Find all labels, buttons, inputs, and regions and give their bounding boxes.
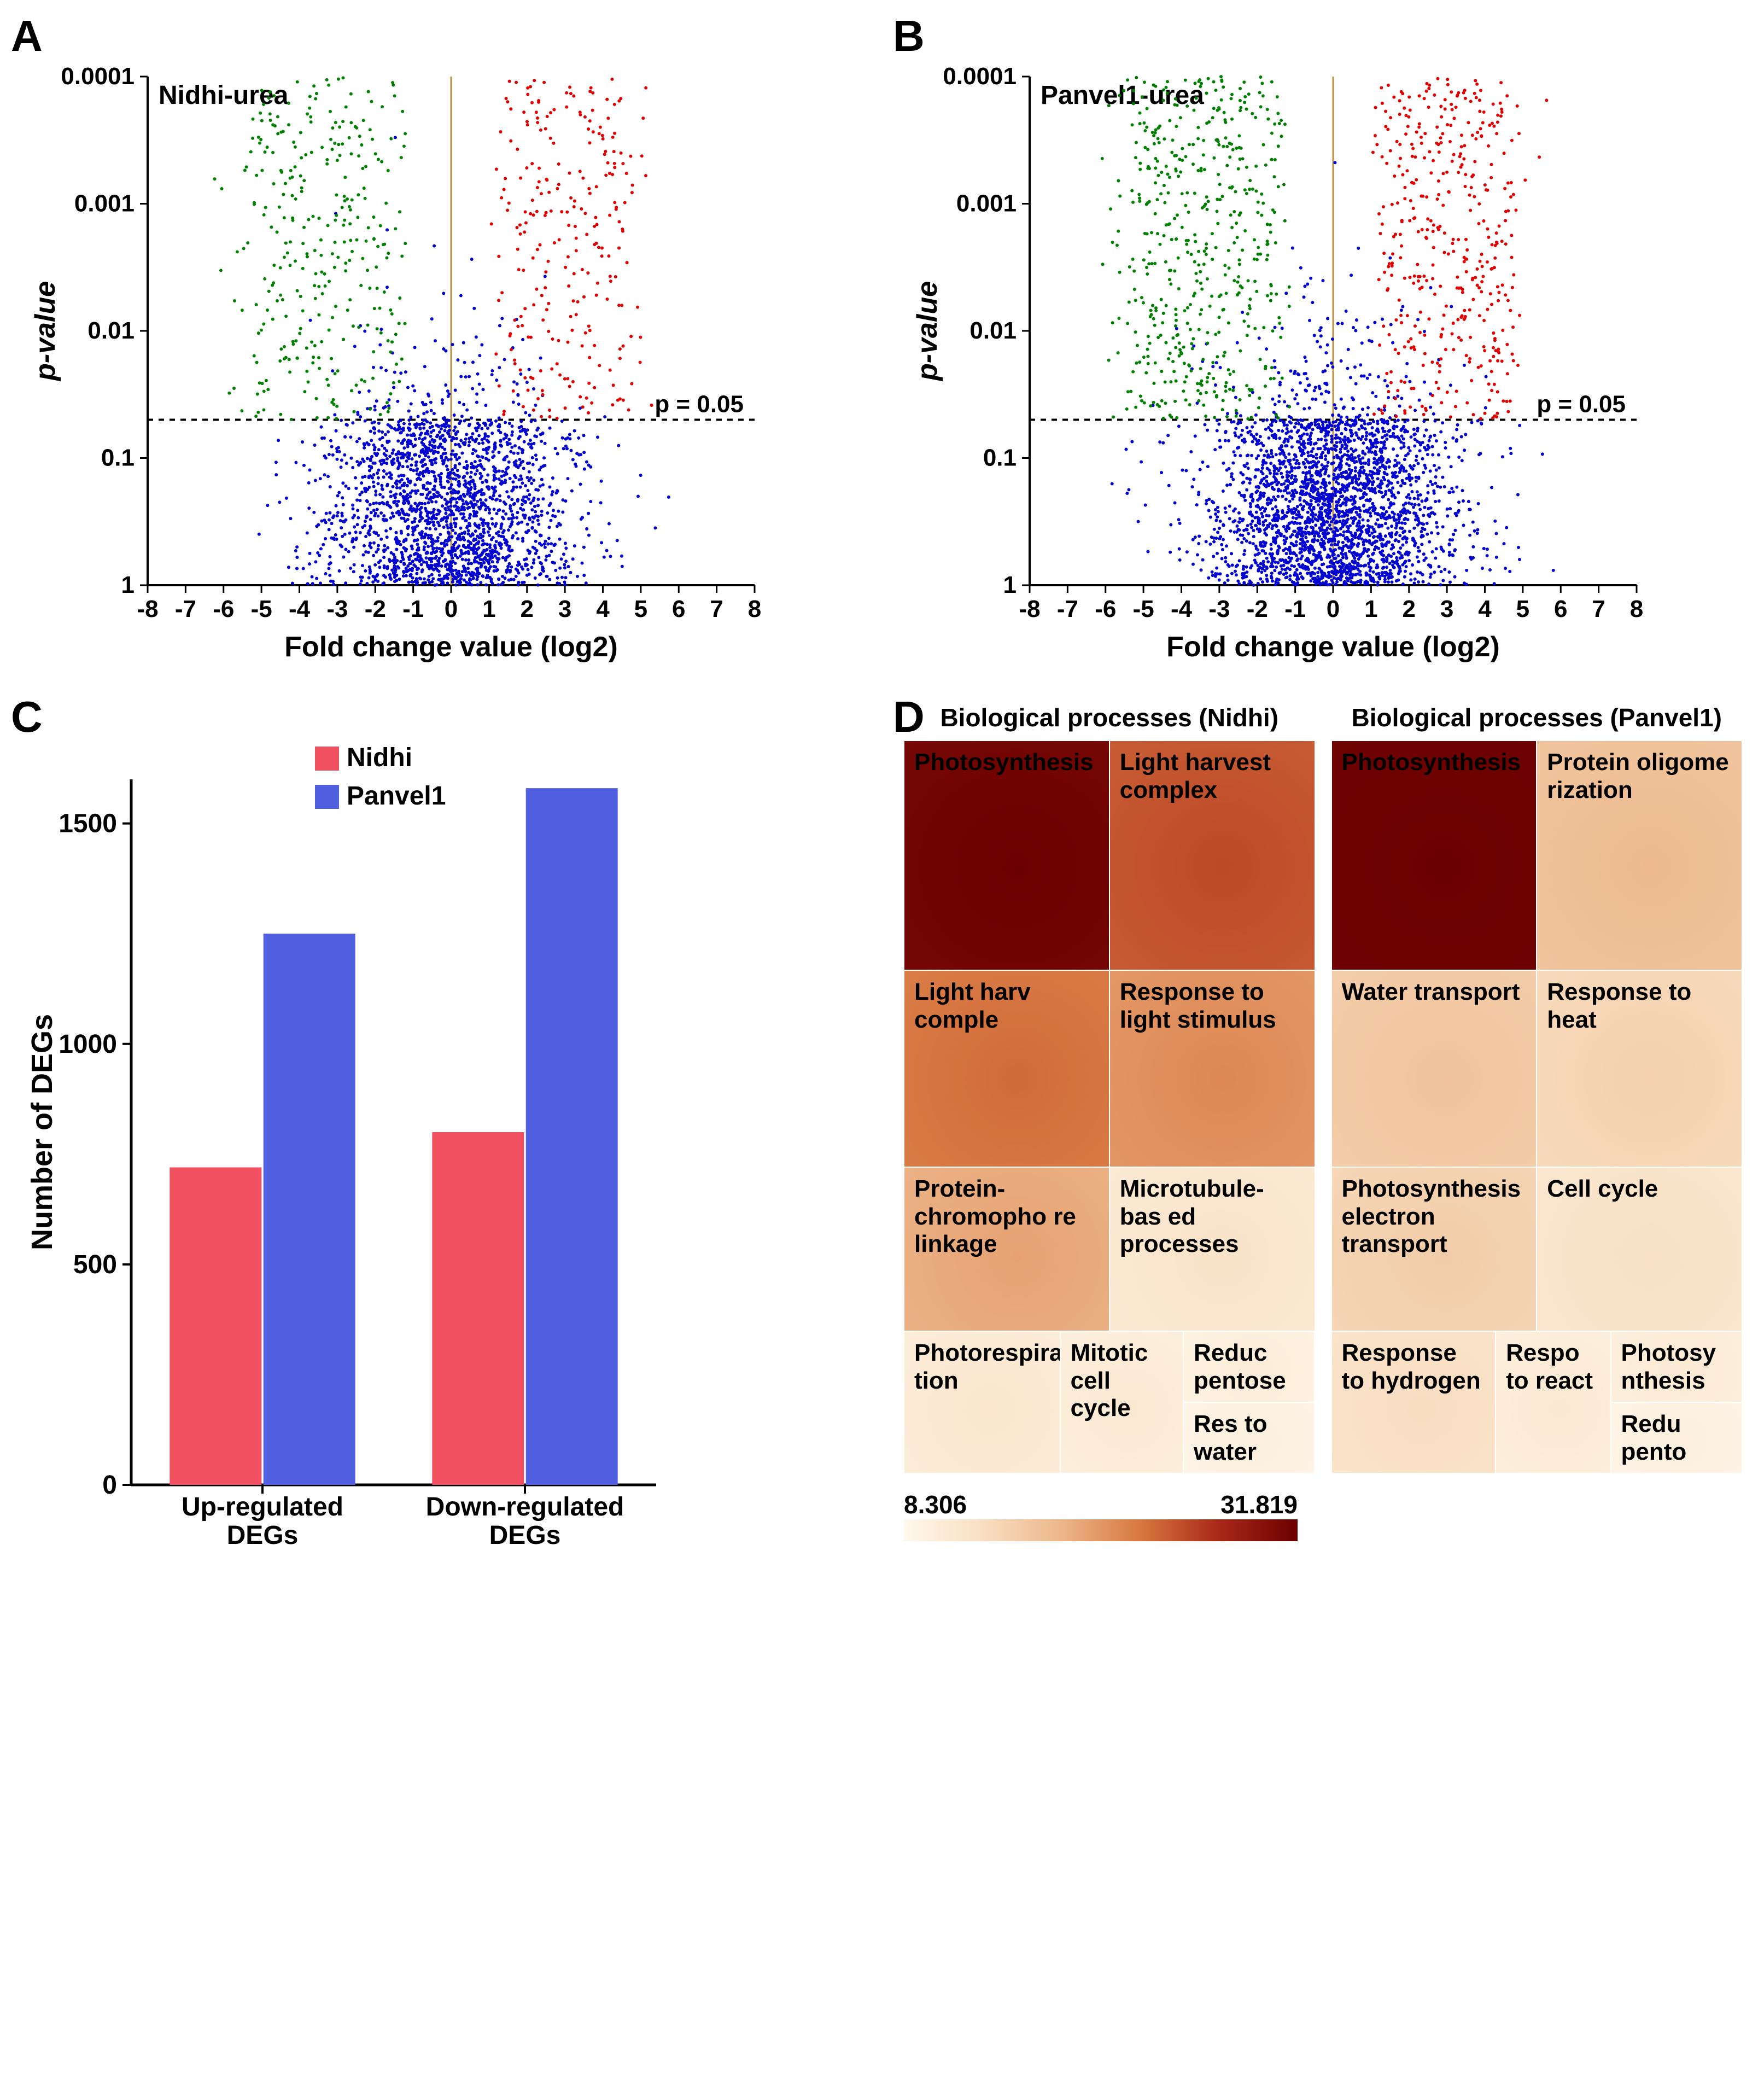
panel-a-label: A (11, 11, 43, 61)
treemap-cell: Cell cycle (1537, 1167, 1742, 1331)
treemap-cell: Photosynthesis (904, 741, 1109, 970)
treemap-d: Biological processes (Nidhi) Photosynthes… (904, 703, 1742, 1473)
treemap-cell: Respo to react (1496, 1331, 1610, 1473)
svg-text:-6: -6 (1095, 596, 1116, 622)
treemap-cell: Light harv comple (904, 970, 1109, 1167)
svg-text:0.1: 0.1 (983, 445, 1017, 471)
panel-b: B -8-7-6-5-4-3-2-101234567810.10.010.001… (904, 22, 1742, 681)
svg-text:-5: -5 (1133, 596, 1154, 622)
svg-text:0.0001: 0.0001 (61, 63, 135, 90)
svg-text:8: 8 (1630, 596, 1643, 622)
svg-text:0.1: 0.1 (101, 445, 135, 471)
treemap-cell: Water transport (1331, 970, 1537, 1167)
treemap-cell: Photosynthesis (1331, 741, 1537, 970)
svg-text:1: 1 (482, 596, 495, 622)
panel-d-label: D (893, 692, 925, 742)
svg-text:-4: -4 (289, 596, 311, 622)
svg-text:-7: -7 (175, 596, 196, 622)
svg-text:1: 1 (1003, 572, 1017, 598)
svg-text:-5: -5 (251, 596, 272, 622)
svg-text:p-value: p-value (30, 281, 61, 382)
bar-chart-c: 050010001500Number of DEGsUp-regulatedDE… (22, 703, 678, 1605)
treemap-cell: Res to water (1183, 1402, 1315, 1473)
svg-text:0: 0 (445, 596, 458, 622)
svg-text:0.001: 0.001 (956, 190, 1017, 217)
svg-text:-1: -1 (1284, 596, 1306, 622)
svg-text:0.001: 0.001 (74, 190, 135, 217)
svg-text:-7: -7 (1057, 596, 1078, 622)
svg-text:-8: -8 (1019, 596, 1040, 622)
svg-text:Panvel1-urea: Panvel1-urea (1041, 81, 1204, 110)
treemap-cell: Redu pento (1611, 1402, 1742, 1473)
treemap-cell: Reduc pentose (1183, 1331, 1315, 1402)
svg-text:3: 3 (1440, 596, 1453, 622)
treemap-cell: Light harvest complex (1109, 741, 1315, 970)
svg-text:6: 6 (672, 596, 685, 622)
figure-grid: A -8-7-6-5-4-3-2-101234567810.10.010.001… (22, 22, 1742, 1608)
svg-text:p-value: p-value (912, 281, 943, 382)
treemap-cell: Photorespira tion (904, 1331, 1060, 1473)
treemap-cell: Response to heat (1537, 970, 1742, 1167)
svg-text:-2: -2 (365, 596, 386, 622)
svg-text:6: 6 (1554, 596, 1567, 622)
svg-text:p = 0.05: p = 0.05 (655, 391, 744, 418)
svg-text:1: 1 (1364, 596, 1377, 622)
svg-text:7: 7 (710, 596, 723, 622)
treemap-cell: Protein-chromopho re linkage (904, 1167, 1109, 1331)
svg-text:5: 5 (1516, 596, 1529, 622)
svg-text:7: 7 (1592, 596, 1605, 622)
svg-text:0.01: 0.01 (969, 317, 1017, 344)
svg-text:Fold change value (log2): Fold change value (log2) (1166, 631, 1500, 663)
svg-text:0.01: 0.01 (87, 317, 135, 344)
scale-max-label: 31.819 (1220, 1490, 1298, 1519)
svg-text:4: 4 (596, 596, 610, 622)
treemap-column-title: Biological processes (Panvel1) (1331, 703, 1743, 732)
svg-text:-3: -3 (326, 596, 348, 622)
svg-text:p = 0.05: p = 0.05 (1537, 391, 1626, 418)
volcano-plot-b: -8-7-6-5-4-3-2-101234567810.10.010.0010.… (904, 22, 1669, 678)
svg-text:-1: -1 (402, 596, 424, 622)
panel-d: D Biological processes (Nidhi)Photosynth… (904, 703, 1742, 1608)
svg-text:Fold change value (log2): Fold change value (log2) (284, 631, 618, 663)
svg-text:-4: -4 (1171, 596, 1193, 622)
color-scale: 8.306 31.819 (904, 1490, 1742, 1541)
treemap-column-title: Biological processes (Nidhi) (904, 703, 1315, 732)
svg-text:1: 1 (121, 572, 135, 598)
volcano-plot-a: -8-7-6-5-4-3-2-101234567810.10.010.0010.… (22, 22, 787, 678)
panel-c: C 050010001500Number of DEGsUp-regulated… (22, 703, 860, 1608)
svg-text:-8: -8 (137, 596, 158, 622)
svg-text:0.0001: 0.0001 (943, 63, 1017, 90)
panel-c-label: C (11, 692, 43, 742)
treemap-cell: Protein oligome rization (1537, 741, 1742, 970)
svg-text:2: 2 (521, 596, 534, 622)
svg-text:Nidhi-urea: Nidhi-urea (159, 81, 289, 110)
treemap-cell: Microtubule-bas ed processes (1109, 1167, 1315, 1331)
treemap-cell: Mitotic cell cycle (1060, 1331, 1183, 1473)
treemap-cell: Photosynthesis electron transport (1331, 1167, 1537, 1331)
svg-text:2: 2 (1403, 596, 1416, 622)
svg-text:-3: -3 (1208, 596, 1230, 622)
treemap-cell: Photosy nthesis (1611, 1331, 1742, 1402)
panel-a: A -8-7-6-5-4-3-2-101234567810.10.010.001… (22, 22, 860, 681)
svg-text:-6: -6 (213, 596, 234, 622)
svg-text:4: 4 (1478, 596, 1492, 622)
panel-b-label: B (893, 11, 925, 61)
svg-text:-2: -2 (1247, 596, 1268, 622)
treemap-column: Biological processes (Nidhi) Photosynthes… (904, 703, 1315, 1473)
scale-gradient (904, 1519, 1298, 1541)
treemap-cell: Response to light stimulus (1109, 970, 1315, 1167)
treemap-cell: Response to hydrogen (1331, 1331, 1496, 1473)
svg-text:3: 3 (558, 596, 571, 622)
svg-text:5: 5 (634, 596, 647, 622)
svg-text:8: 8 (748, 596, 761, 622)
treemap-column: Biological processes (Panvel1) Photosynth… (1331, 703, 1743, 1473)
svg-text:0: 0 (1327, 596, 1340, 622)
scale-min-label: 8.306 (904, 1490, 967, 1519)
